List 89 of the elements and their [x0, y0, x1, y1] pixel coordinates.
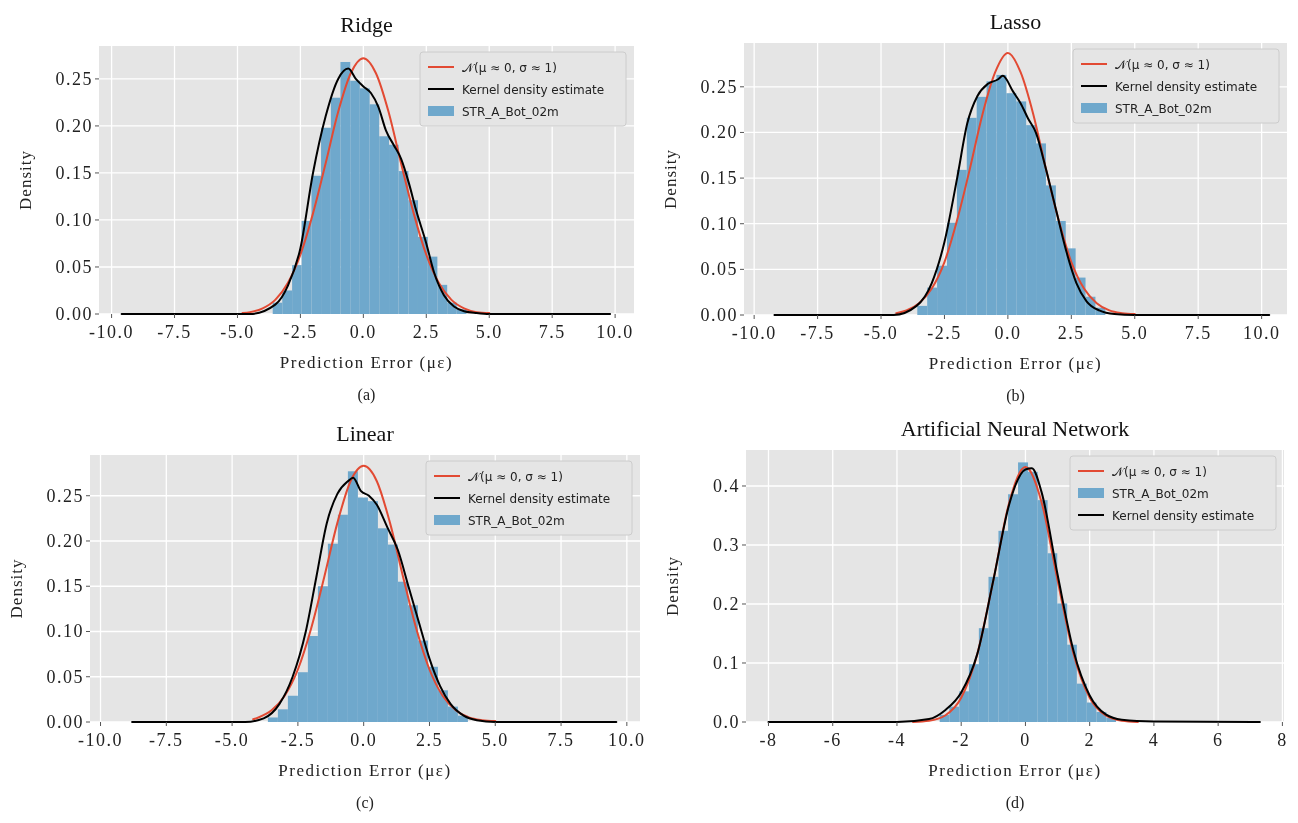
x-tick-label: -2.5 [280, 730, 316, 750]
x-tick-label: -7.5 [800, 323, 835, 343]
y-axis-title: Density [663, 556, 682, 616]
y-axis-title: Density [661, 149, 680, 209]
y-tick-label: 0.10 [46, 621, 84, 642]
x-tick-label: 0.0 [349, 322, 377, 342]
x-tick-label: -10.0 [89, 322, 135, 342]
legend-label: 𝒩(μ ≈ 0, σ ≈ 1) [468, 469, 563, 484]
legend-label: STR_A_Bot_02m [1115, 101, 1212, 116]
x-tick-label: 7.5 [547, 730, 575, 750]
text: (a) [357, 386, 376, 404]
y-tick-label: 0.00 [700, 305, 738, 325]
legend-label: Kernel density estimate [462, 82, 605, 97]
x-tick-label: 8 [1277, 730, 1288, 750]
chart-title: Ridge [340, 12, 393, 37]
x-tick-label: 4 [1148, 730, 1160, 750]
legend-label: 𝒩(μ ≈ 0, σ ≈ 1) [1115, 57, 1210, 72]
legend-label: 𝒩(μ ≈ 0, σ ≈ 1) [462, 60, 557, 75]
legend-label: STR_A_Bot_02m [462, 104, 559, 119]
y-tick-label: 0.10 [700, 213, 738, 234]
y-tick-label: 0.25 [55, 68, 93, 89]
y-tick-label: 0.25 [46, 485, 84, 506]
x-tick-label: -8 [759, 730, 778, 750]
x-tick-label: 0.0 [350, 730, 378, 750]
x-tick-label: 2 [1084, 730, 1095, 750]
legend-label: Kernel density estimate [1115, 79, 1258, 94]
x-tick-label: 7.5 [538, 322, 566, 342]
x-tick-label: -10.0 [78, 730, 124, 750]
y-tick-label: 0.05 [55, 256, 93, 277]
chart-title: Artificial Neural Network [900, 416, 1130, 441]
x-axis-title: Prediction Error (με) [928, 354, 1103, 373]
legend-label: 𝒩(μ ≈ 0, σ ≈ 1) [1112, 464, 1207, 479]
y-tick-label: 0.15 [700, 168, 738, 189]
y-tick-label: 0.0 [713, 712, 740, 732]
line-series [773, 74, 1271, 316]
text: (b) [1006, 387, 1025, 405]
y-tick-label: 0.2 [713, 594, 740, 614]
x-tick-label: -5.0 [214, 730, 250, 750]
x-tick-label: -10.0 [731, 323, 777, 343]
x-tick-label: 0 [1020, 730, 1031, 750]
x-tick-label: 7.5 [1184, 323, 1212, 343]
y-tick-label: 0.10 [55, 209, 93, 230]
x-tick-label: -2.5 [283, 322, 318, 342]
x-tick-label: 5.0 [1121, 323, 1149, 343]
legend-label: Kernel density estimate [468, 491, 611, 506]
y-tick-label: 0.15 [55, 162, 93, 183]
x-tick-label: 0.0 [994, 323, 1022, 343]
x-tick-label: 10.0 [596, 322, 634, 342]
line-series [767, 467, 1261, 723]
legend-label: STR_A_Bot_02m [1112, 486, 1209, 501]
y-tick-label: 0.00 [55, 304, 93, 324]
x-tick-label: -4 [887, 730, 906, 750]
x-tick-label: 2.5 [412, 322, 440, 342]
y-tick-label: 0.00 [46, 712, 84, 732]
x-tick-label: 2.5 [1057, 323, 1085, 343]
y-tick-label: 0.05 [46, 666, 84, 687]
y-axis-title: Density [16, 150, 35, 210]
x-axis-title: Prediction Error (με) [928, 761, 1102, 780]
text: (d) [1005, 794, 1025, 812]
y-tick-label: 0.3 [713, 534, 740, 555]
x-axis-title: Prediction Error (με) [279, 353, 454, 372]
y-tick-label: 0.1 [713, 653, 740, 673]
legend-label: STR_A_Bot_02m [468, 513, 565, 528]
x-tick-label: 6 [1212, 730, 1224, 750]
x-tick-label: 5.0 [475, 322, 503, 342]
legend-label: Kernel density estimate [1112, 508, 1255, 523]
text: (c) [356, 794, 374, 812]
x-tick-label: -5.0 [220, 322, 255, 342]
x-tick-label: 5.0 [481, 730, 509, 750]
chart-title: Linear [336, 421, 395, 446]
x-tick-label: -2 [952, 730, 971, 750]
x-tick-label: -6 [823, 730, 842, 750]
x-tick-label: 10.0 [608, 730, 646, 750]
x-tick-label: -2.5 [927, 323, 962, 343]
x-tick-label: -7.5 [157, 322, 192, 342]
x-tick-label: 2.5 [415, 730, 443, 750]
y-tick-label: 0.25 [700, 76, 738, 97]
x-tick-label: -5.0 [863, 323, 899, 343]
y-tick-label: 0.20 [55, 115, 93, 136]
chart-title: Lasso [989, 9, 1042, 34]
x-axis-title: Prediction Error (με) [278, 761, 452, 780]
y-tick-label: 0.20 [700, 122, 738, 143]
y-tick-label: 0.15 [46, 576, 84, 597]
x-tick-label: 10.0 [1242, 323, 1281, 343]
y-tick-label: 0.20 [46, 530, 84, 551]
x-tick-label: -7.5 [149, 730, 184, 750]
y-tick-label: 0.05 [700, 259, 738, 280]
y-tick-label: 0.4 [713, 475, 740, 496]
y-axis-title: Density [7, 558, 26, 619]
